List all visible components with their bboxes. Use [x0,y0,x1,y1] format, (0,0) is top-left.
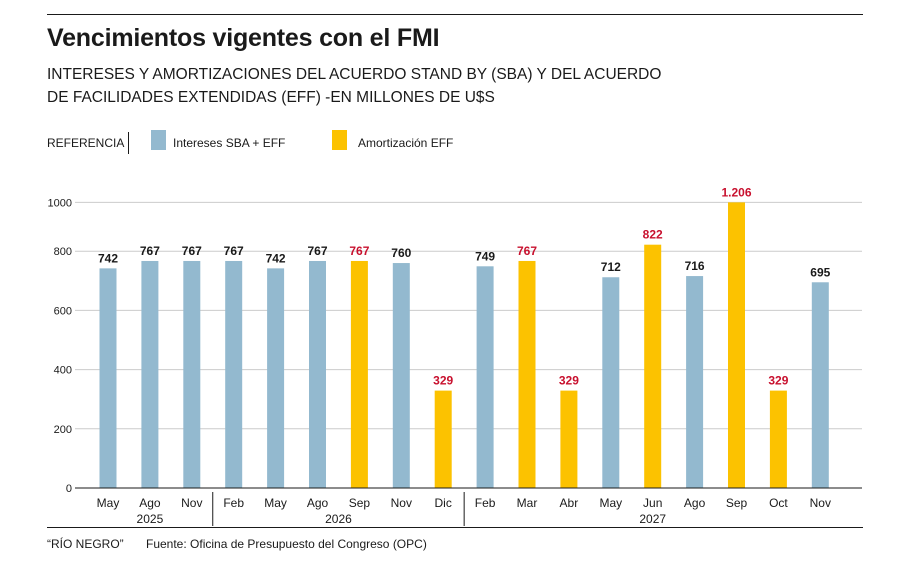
x-tick-label: Nov [810,496,831,510]
data-label: 749 [475,249,495,263]
data-label: 712 [601,260,621,274]
x-tick-label: Sep [349,496,371,510]
subtitle-line-1: INTERESES Y AMORTIZACIONES DEL ACUERDO S… [47,66,662,83]
x-tick-label: Ago [139,496,161,510]
x-tick-label: May [264,496,287,510]
x-tick-label: Feb [475,496,496,510]
data-label: 695 [810,265,830,279]
bar [392,263,410,488]
legend-title: REFERENCIA [47,136,125,150]
bar [560,390,578,488]
y-tick-label: 600 [54,305,72,317]
bar [309,260,326,488]
data-label: 742 [266,251,286,265]
data-label: 767 [224,244,244,258]
x-tick-label: Jun [643,496,662,510]
legend-label-interest: Intereses SBA + EFF [173,136,286,150]
data-label: 760 [391,246,411,260]
x-tick-label: Mar [517,496,538,510]
data-label: 822 [643,228,663,242]
source-text: Fuente: Oficina de Presupuesto del Congr… [146,537,427,551]
bottom-rule [47,527,863,528]
x-tick-label: Oct [769,496,788,510]
data-label: 767 [140,244,160,258]
bar [183,260,201,488]
bar [728,202,745,489]
bar [686,276,704,488]
chart-title: Vencimientos vigentes con el FMI [47,24,440,52]
bar [644,244,662,488]
credit-text: “RÍO NEGRO” [47,537,124,551]
y-tick-label: 1000 [48,197,72,209]
y-tick-label: 400 [54,365,72,377]
top-rule [47,14,863,15]
x-tick-label: Ago [684,496,706,510]
bar [811,282,829,488]
subtitle-line-2: DE FACILIDADES EXTENDIDAS (EFF) -EN MILL… [47,89,495,106]
x-tick-label: Nov [391,496,412,510]
data-label: 767 [182,244,202,258]
year-group-label: 2026 [325,512,352,526]
x-tick-label: May [599,496,622,510]
x-tick-label: May [97,496,120,510]
x-tick-label: Feb [223,496,244,510]
bar [769,390,787,488]
bar [602,277,620,488]
data-label: 767 [349,244,369,258]
bar [225,260,243,488]
x-tick-label: Sep [726,496,748,510]
bar [476,266,494,488]
y-tick-label: 200 [54,424,72,436]
legend-swatch-interest [151,130,166,150]
x-tick-label: Nov [181,496,202,510]
x-tick-label: Ago [307,496,329,510]
data-label: 1.206 [721,185,751,199]
y-tick-label: 800 [54,246,72,258]
chart-subtitle: INTERESES Y AMORTIZACIONES DEL ACUERDO S… [47,63,747,109]
data-label: 716 [685,259,705,273]
data-label: 767 [517,244,537,258]
bar [350,260,368,488]
legend-label-amortization: Amortización EFF [358,136,454,150]
data-label: 329 [433,374,453,388]
x-tick-label: Abr [560,496,579,510]
data-label: 742 [98,251,118,265]
bar [267,268,285,488]
data-label: 329 [559,374,579,388]
year-group-label: 2027 [639,512,666,526]
x-tick-label: Dic [435,496,452,510]
data-label: 329 [768,374,788,388]
data-label: 767 [307,244,327,258]
bar [141,260,159,488]
bar [518,260,536,488]
legend-divider [128,132,129,154]
legend-swatch-amortization [332,130,347,150]
bar [99,268,117,488]
year-group-label: 2025 [137,512,164,526]
y-tick-label: 0 [66,483,72,495]
bar [434,390,452,488]
